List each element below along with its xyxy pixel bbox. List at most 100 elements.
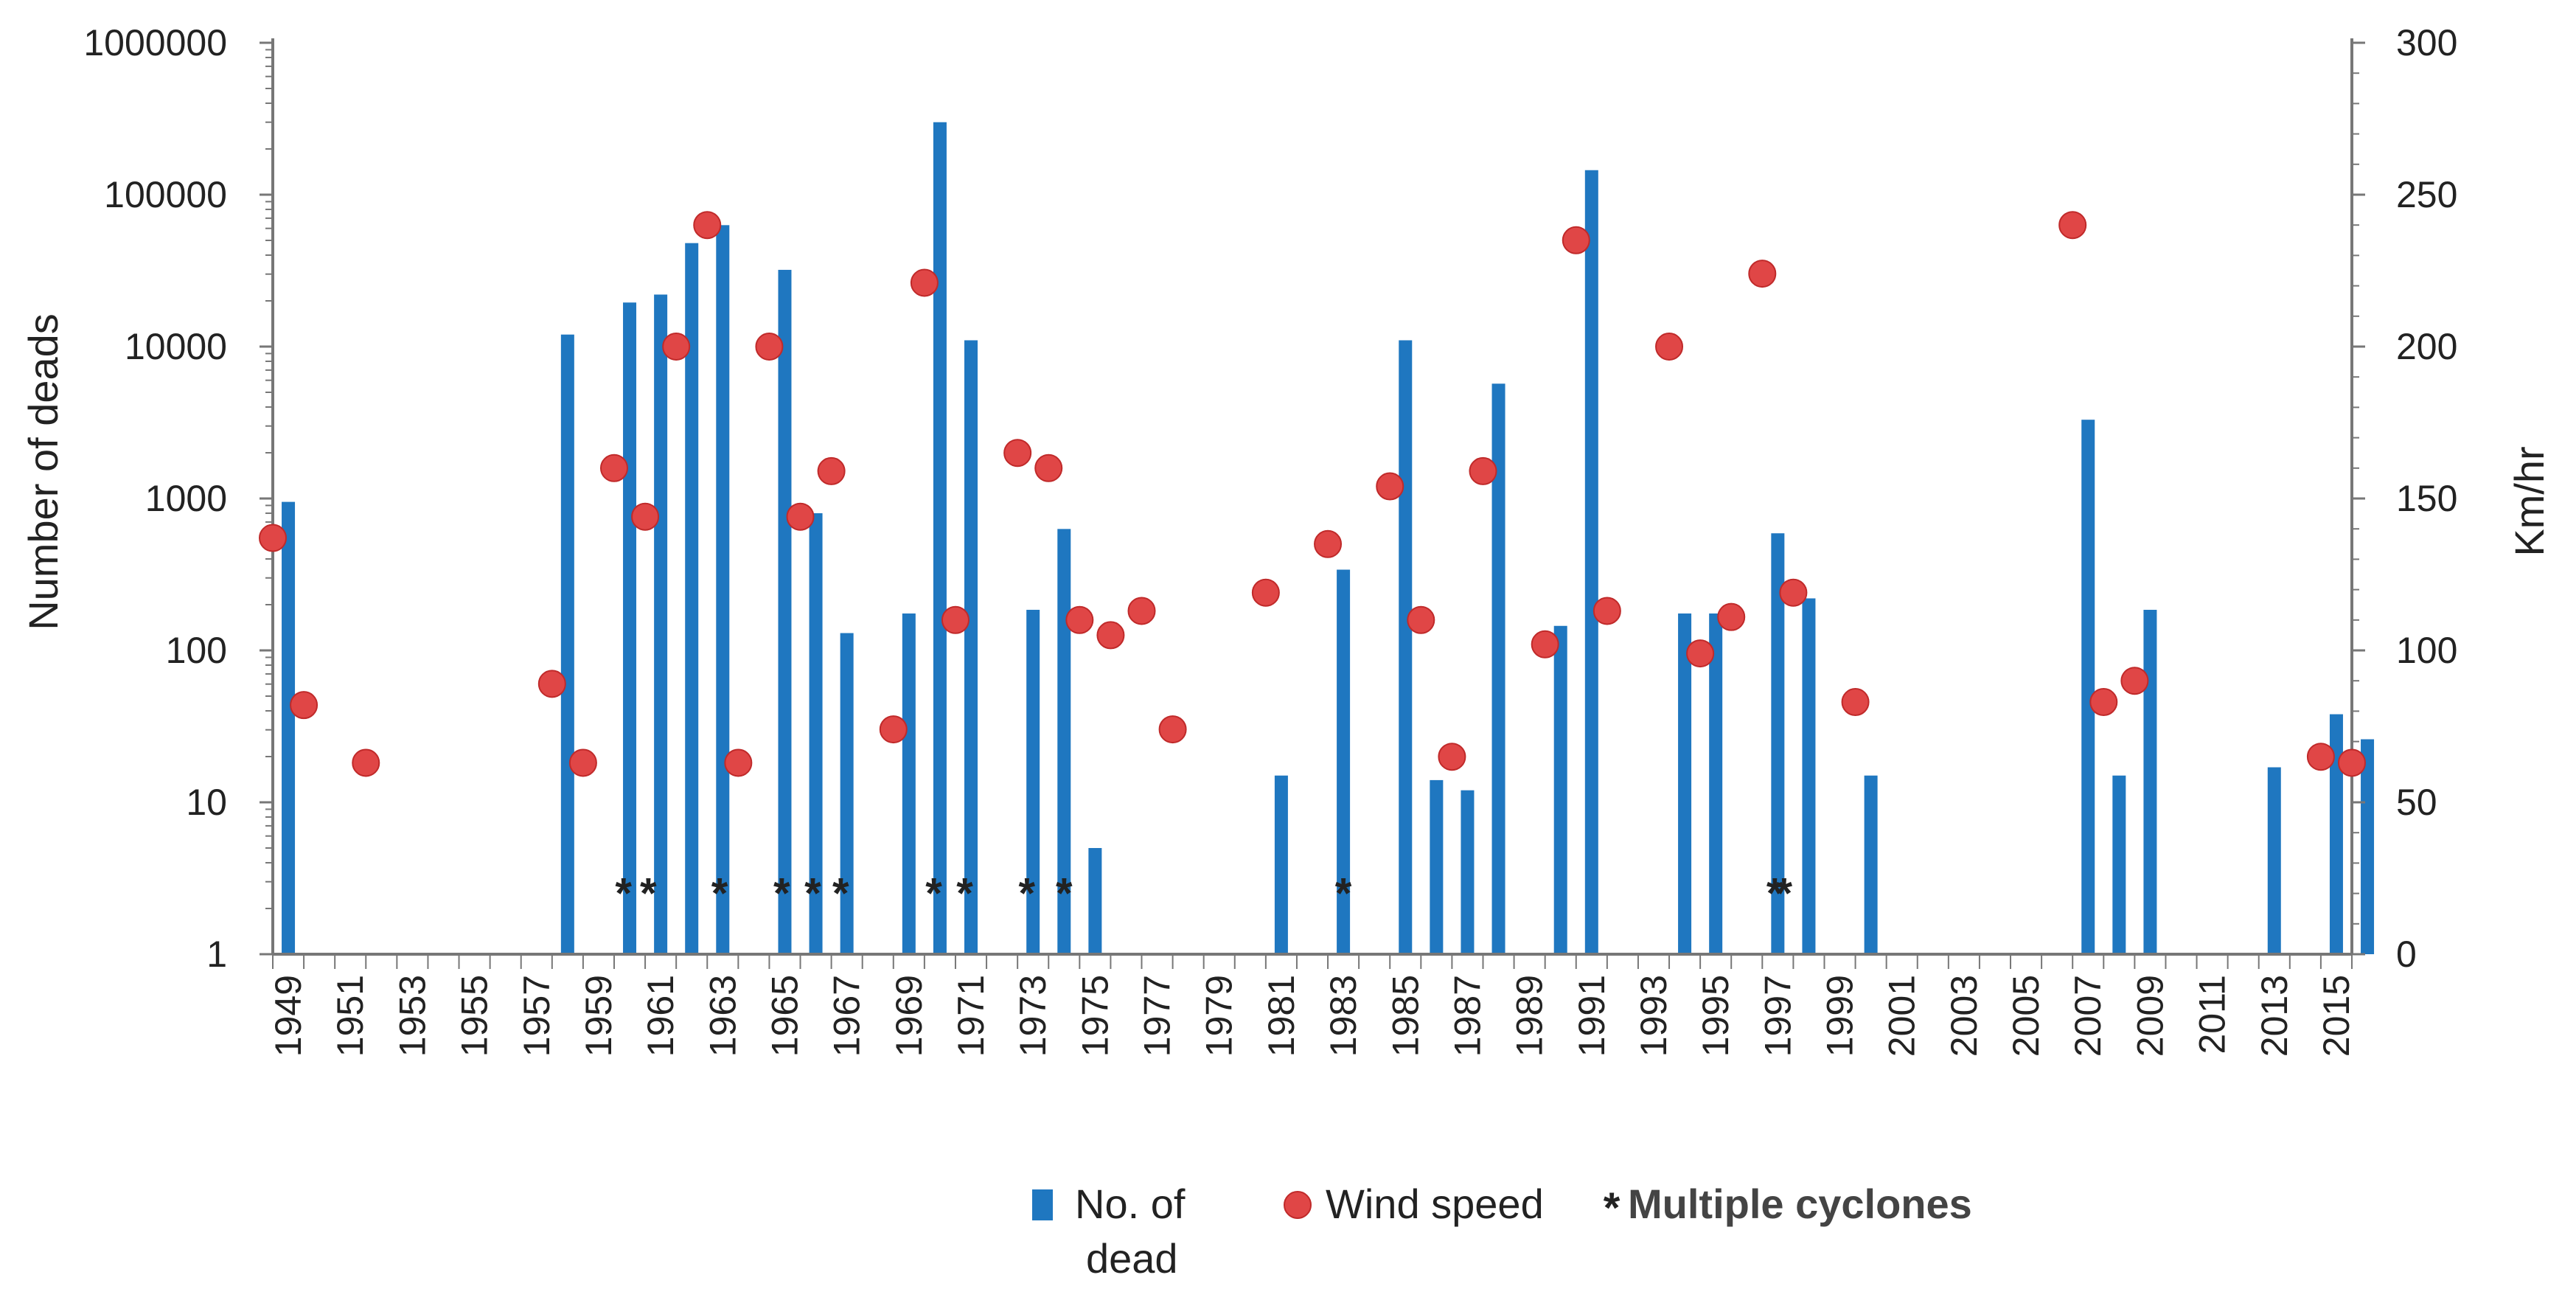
point-wind-speed [662, 333, 691, 361]
point-wind-speed [1251, 578, 1280, 607]
bar-deaths [1274, 775, 1288, 954]
point-wind-speed [755, 333, 784, 361]
bar-deaths [1337, 569, 1351, 954]
x-tick-label: 1963 [702, 975, 743, 1057]
points-layer [259, 211, 2366, 777]
marker-multiple-cyclones: * [925, 870, 942, 918]
x-tick-label: 1973 [1012, 975, 1054, 1057]
legend: No. of dead Wind speed * Multiple cyclon… [1032, 1181, 1972, 1282]
bar-deaths [902, 613, 916, 954]
point-wind-speed [631, 502, 660, 531]
point-wind-speed [568, 748, 597, 777]
point-wind-speed [2120, 667, 2149, 695]
marker-multiple-cyclones: * [1018, 870, 1035, 918]
marker-multiple-cyclones: * [711, 870, 728, 918]
point-wind-speed [1438, 743, 1466, 771]
bar-deaths [282, 501, 296, 954]
point-wind-speed [2058, 211, 2087, 240]
bar-deaths [2267, 767, 2281, 954]
x-tick-label: 1985 [1385, 975, 1426, 1057]
y-left-tick-label: 100000 [104, 174, 227, 215]
point-wind-speed [1655, 333, 1684, 361]
y-left-tick-label: 1000000 [83, 22, 227, 63]
point-wind-speed [537, 670, 566, 698]
x-tick-label: 2001 [1881, 975, 1923, 1057]
marker-multiple-cyclones: * [773, 870, 790, 918]
bar-deaths [1709, 613, 1723, 954]
point-wind-speed [290, 691, 318, 720]
x-tick-label: 1989 [1509, 975, 1550, 1057]
point-wind-speed [2338, 748, 2366, 777]
x-tick-label: 1999 [1820, 975, 1861, 1057]
x-tick-label: 1975 [1074, 975, 1115, 1057]
point-wind-speed [1592, 597, 1621, 625]
point-wind-speed [1096, 621, 1125, 650]
bar-deaths [1678, 613, 1692, 954]
x-tick-label: 1991 [1571, 975, 1612, 1057]
x-tick-label: 2005 [2005, 975, 2047, 1057]
y-left-tick-label: 100 [166, 630, 227, 671]
x-tick-label: 2009 [2129, 975, 2171, 1057]
legend-label-wind: Wind speed [1326, 1181, 1544, 1227]
point-wind-speed [1003, 439, 1032, 468]
point-wind-speed [693, 211, 722, 240]
point-wind-speed [1127, 597, 1156, 625]
bar-deaths [1088, 848, 1102, 954]
point-wind-speed [724, 748, 753, 777]
point-wind-speed [1686, 639, 1715, 668]
marker-multiple-cyclones: * [832, 870, 849, 918]
x-tick-label: 1981 [1261, 975, 1302, 1057]
point-wind-speed [1158, 715, 1187, 744]
x-tick-label: 1957 [516, 975, 557, 1057]
y-left-tick-label: 10 [186, 782, 227, 823]
point-wind-speed [599, 454, 628, 482]
bar-deaths [623, 302, 637, 954]
marker-multiple-cyclones: * [1766, 870, 1783, 918]
y-right-tick-label: 50 [2396, 782, 2437, 823]
bar-deaths [716, 225, 730, 955]
legend-swatch-wind [1284, 1191, 1312, 1219]
ticks-layer: 1 10 100 1000 10000 100000 1000000 0 50 100 150 200… [83, 22, 2457, 1057]
x-tick-label: 1969 [888, 975, 930, 1057]
bar-deaths [840, 633, 854, 954]
x-tick-label: 1997 [1757, 975, 1798, 1057]
bar-deaths [560, 334, 574, 954]
bar-deaths [2081, 420, 2095, 954]
axes-layer [271, 38, 2353, 956]
y-left-tick-label: 1000 [145, 478, 227, 519]
marker-multiple-cyclones: * [1335, 870, 1352, 918]
y-right-tick-label: 200 [2396, 326, 2457, 367]
point-wind-speed [1314, 529, 1343, 558]
point-wind-speed [1748, 260, 1777, 288]
y-right-tick-label: 100 [2396, 630, 2457, 671]
bar-deaths [1491, 383, 1505, 954]
bar-deaths [1026, 609, 1040, 954]
x-tick-label: 2011 [2192, 975, 2233, 1054]
point-wind-speed [259, 524, 287, 552]
point-wind-speed [2089, 688, 2118, 717]
point-wind-speed [1034, 454, 1063, 482]
bar-deaths [2361, 739, 2375, 954]
x-tick-label: 1987 [1447, 975, 1488, 1057]
point-wind-speed [817, 456, 846, 485]
marker-multiple-cyclones: * [804, 870, 821, 918]
point-wind-speed [941, 605, 970, 634]
point-wind-speed [786, 502, 815, 531]
point-wind-speed [2306, 743, 2335, 771]
point-wind-speed [1376, 472, 1404, 501]
bar-deaths [1430, 779, 1444, 954]
x-tick-label: 1995 [1695, 975, 1736, 1057]
bar-deaths [654, 294, 668, 954]
x-tick-label: 1971 [950, 975, 992, 1057]
legend-swatch-deaths [1032, 1189, 1053, 1220]
y-left-axis-title: Number of deads [20, 313, 66, 630]
legend-label-multiple-cyclones: Multiple cyclones [1628, 1181, 1972, 1227]
markers-layer: * * * * * * * * * * * ** [615, 870, 1792, 918]
bar-deaths [2143, 609, 2157, 954]
y-right-tick-label: 250 [2396, 174, 2457, 215]
x-tick-label: 1965 [764, 975, 805, 1057]
bar-deaths [1057, 529, 1071, 954]
bar-deaths [1771, 533, 1785, 954]
bar-deaths [933, 122, 947, 955]
